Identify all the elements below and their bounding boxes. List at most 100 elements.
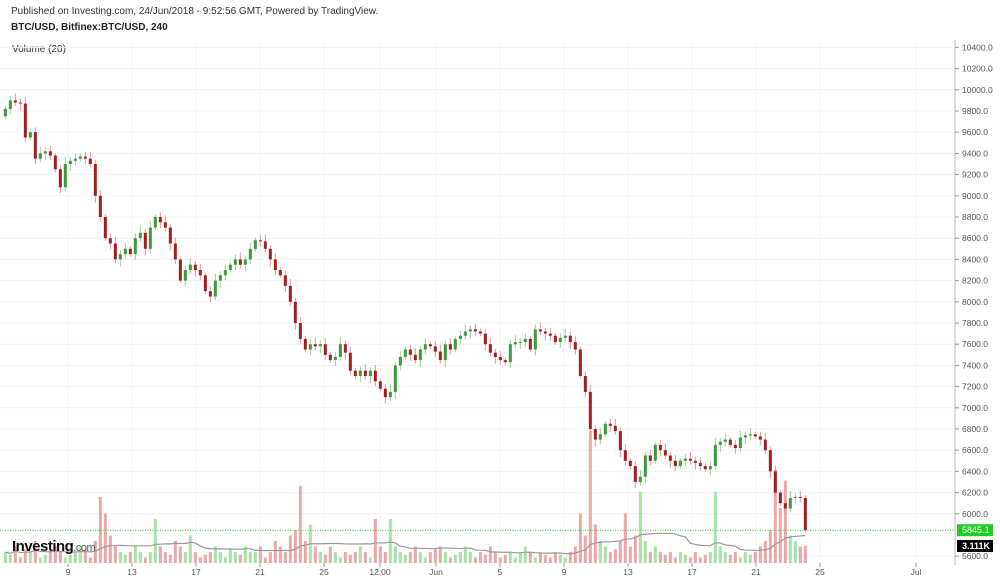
candle-body <box>693 460 697 463</box>
volume-bar <box>793 541 797 563</box>
volume-bar <box>373 519 377 563</box>
candle-body <box>313 344 317 347</box>
volume-bar <box>603 546 607 563</box>
candle-body <box>568 335 572 343</box>
volume-bar <box>333 552 337 563</box>
last-price-label: 5845.1 <box>962 525 990 535</box>
candle-body <box>623 450 627 461</box>
candle-body <box>48 151 52 156</box>
candle-body <box>198 270 202 276</box>
volume-bar <box>613 549 617 563</box>
candle-body <box>23 103 27 138</box>
candle-body <box>508 344 512 363</box>
candle-body <box>28 132 32 138</box>
candle-body <box>473 329 477 332</box>
volume-bar <box>268 552 272 563</box>
candle-body <box>678 460 682 467</box>
volume-bar <box>193 552 197 563</box>
candle-body <box>223 270 227 276</box>
volume-bar <box>78 546 82 563</box>
volume-bar <box>53 546 57 563</box>
x-tick-label: 13 <box>623 567 633 577</box>
grid <box>0 40 955 563</box>
volume-bar <box>453 554 457 563</box>
candle-body <box>148 227 152 249</box>
volume-bar <box>263 557 267 563</box>
candle-body <box>478 331 482 334</box>
candle-body <box>483 333 487 345</box>
candle-body <box>378 381 382 389</box>
candle-body <box>138 232 142 239</box>
candle-body <box>98 195 102 217</box>
candle-body <box>388 391 392 398</box>
volume-bar <box>663 554 667 563</box>
volume-bar <box>63 557 67 563</box>
candle-body <box>643 455 647 477</box>
volume-bar <box>403 554 407 563</box>
candle-body <box>398 356 402 366</box>
volume-bar <box>743 552 747 563</box>
volume-bar <box>343 552 347 563</box>
x-tick-label: Jun <box>429 567 443 577</box>
candle-body <box>268 248 272 260</box>
candle-body <box>228 264 232 270</box>
volume-bar <box>773 469 777 563</box>
candle-body <box>248 248 252 260</box>
y-tick-label: 9000.0 <box>962 191 988 201</box>
volume-bar <box>583 535 587 563</box>
candle-body <box>368 370 372 376</box>
y-tick-label: 7600.0 <box>962 339 988 349</box>
x-tick-label: 25 <box>319 567 329 577</box>
volume-bar <box>738 557 742 563</box>
candle-body <box>178 259 182 281</box>
candle-body <box>188 264 192 270</box>
candle-body <box>728 439 732 445</box>
y-tick-label: 6800.0 <box>962 424 988 434</box>
y-tick-label: 10200.0 <box>962 64 993 74</box>
volume-bar <box>703 554 707 563</box>
volume-bar <box>313 546 317 563</box>
volume-bar <box>223 557 227 563</box>
volume-bar <box>458 552 462 563</box>
volume-ma-line <box>5 532 806 555</box>
volume-bar <box>753 552 757 563</box>
candle-body <box>703 466 707 470</box>
volume-bar <box>188 535 192 563</box>
candle-body <box>618 431 622 451</box>
candle-body <box>13 100 17 103</box>
volume-bar <box>248 552 252 563</box>
y-tick-label: 9400.0 <box>962 148 988 158</box>
candle-body <box>303 338 307 350</box>
volume-bar <box>388 519 392 563</box>
volume-bar <box>503 554 507 563</box>
y-tick-label: 8800.0 <box>962 212 988 222</box>
candle-body <box>553 335 557 343</box>
candle-body <box>448 344 452 350</box>
volume-bar <box>133 546 137 563</box>
y-tick-label: 9800.0 <box>962 106 988 116</box>
candle-body <box>203 275 207 292</box>
candle-body <box>648 455 652 461</box>
volume-bar <box>443 552 447 563</box>
candle-body <box>788 497 792 509</box>
candle-body <box>68 160 72 164</box>
candle-body <box>3 108 7 117</box>
volume-bar <box>238 554 242 563</box>
volume-bar <box>113 546 117 563</box>
volume-bar <box>203 554 207 563</box>
x-tick-label: 5 <box>498 567 503 577</box>
candle-body <box>108 238 112 244</box>
candle-body <box>118 254 122 260</box>
y-tick-label: 5600.0 <box>962 551 988 561</box>
volume-bar <box>38 557 42 563</box>
volume-bar <box>608 552 612 563</box>
x-tick-label: 21 <box>255 567 265 577</box>
candle-body <box>658 444 662 451</box>
candle-body <box>103 217 107 239</box>
volume-bar <box>183 552 187 563</box>
candle-body <box>683 458 687 461</box>
candle-body <box>338 344 342 357</box>
volume-bar <box>538 552 542 563</box>
volume-bar <box>643 541 647 563</box>
